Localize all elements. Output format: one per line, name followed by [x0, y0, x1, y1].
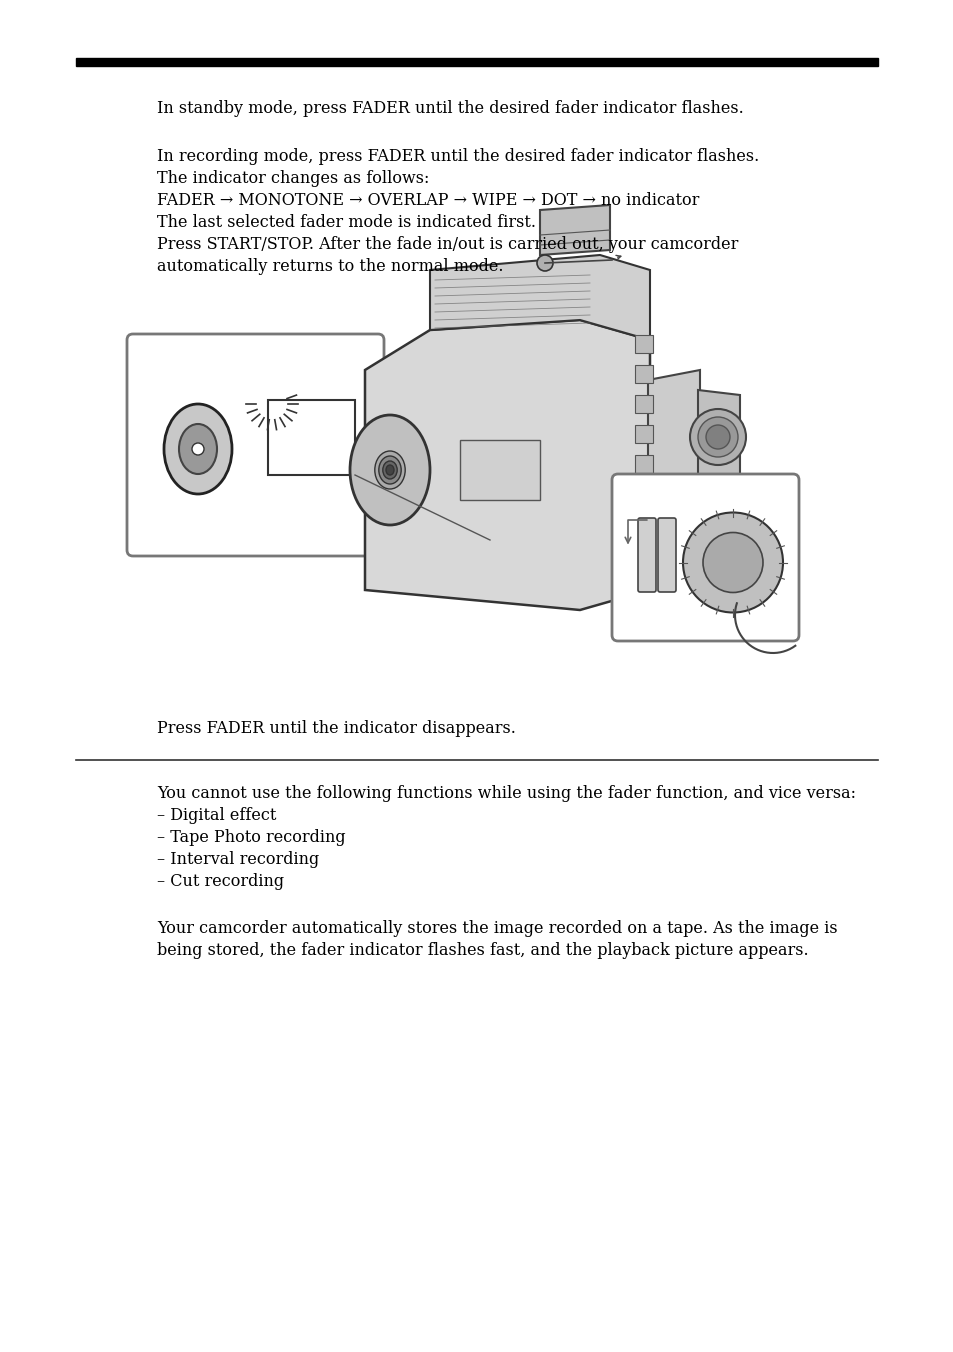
Bar — [635, 365, 652, 383]
Circle shape — [682, 512, 782, 612]
Circle shape — [698, 416, 738, 457]
Circle shape — [702, 533, 762, 592]
Polygon shape — [365, 320, 649, 610]
Bar — [459, 439, 539, 500]
Text: You cannot use the following functions while using the fader function, and vice : You cannot use the following functions w… — [157, 786, 855, 802]
Bar — [635, 456, 652, 473]
Ellipse shape — [382, 461, 396, 479]
Text: – Tape Photo recording: – Tape Photo recording — [157, 829, 345, 846]
Bar — [635, 425, 652, 443]
Ellipse shape — [164, 404, 232, 493]
Bar — [635, 335, 652, 353]
Bar — [268, 400, 355, 475]
Polygon shape — [539, 206, 609, 256]
Bar — [635, 395, 652, 412]
FancyBboxPatch shape — [612, 475, 799, 641]
Ellipse shape — [179, 425, 216, 475]
Text: The indicator changes as follows:: The indicator changes as follows: — [157, 170, 429, 187]
Text: Press FADER until the indicator disappears.: Press FADER until the indicator disappea… — [157, 721, 516, 737]
Polygon shape — [430, 256, 649, 339]
Polygon shape — [698, 389, 740, 480]
Text: – Cut recording: – Cut recording — [157, 873, 284, 890]
Text: – Interval recording: – Interval recording — [157, 850, 319, 868]
Circle shape — [192, 443, 204, 456]
Ellipse shape — [350, 415, 430, 525]
Ellipse shape — [378, 456, 401, 484]
FancyBboxPatch shape — [658, 518, 676, 592]
Text: In standby mode, press FADER until the desired fader indicator flashes.: In standby mode, press FADER until the d… — [157, 100, 743, 118]
Circle shape — [537, 256, 553, 270]
Circle shape — [705, 425, 729, 449]
FancyBboxPatch shape — [638, 518, 656, 592]
Bar — [76, 58, 877, 66]
Text: FADER → MONOTONE → OVERLAP → WIPE → DOT → no indicator: FADER → MONOTONE → OVERLAP → WIPE → DOT … — [157, 192, 699, 210]
Text: being stored, the fader indicator flashes fast, and the playback picture appears: being stored, the fader indicator flashe… — [157, 942, 808, 959]
FancyArrowPatch shape — [616, 256, 620, 260]
Ellipse shape — [375, 452, 405, 489]
Text: Your camcorder automatically stores the image recorded on a tape. As the image i: Your camcorder automatically stores the … — [157, 919, 837, 937]
Circle shape — [689, 410, 745, 465]
Ellipse shape — [386, 465, 394, 475]
Polygon shape — [647, 370, 700, 500]
Text: The last selected fader mode is indicated first.: The last selected fader mode is indicate… — [157, 214, 536, 231]
Text: automatically returns to the normal mode.: automatically returns to the normal mode… — [157, 258, 503, 274]
Text: – Digital effect: – Digital effect — [157, 807, 276, 823]
Text: Press START/STOP. After the fade in/out is carried out, your camcorder: Press START/STOP. After the fade in/out … — [157, 237, 738, 253]
FancyBboxPatch shape — [127, 334, 384, 556]
Text: In recording mode, press FADER until the desired fader indicator flashes.: In recording mode, press FADER until the… — [157, 147, 759, 165]
